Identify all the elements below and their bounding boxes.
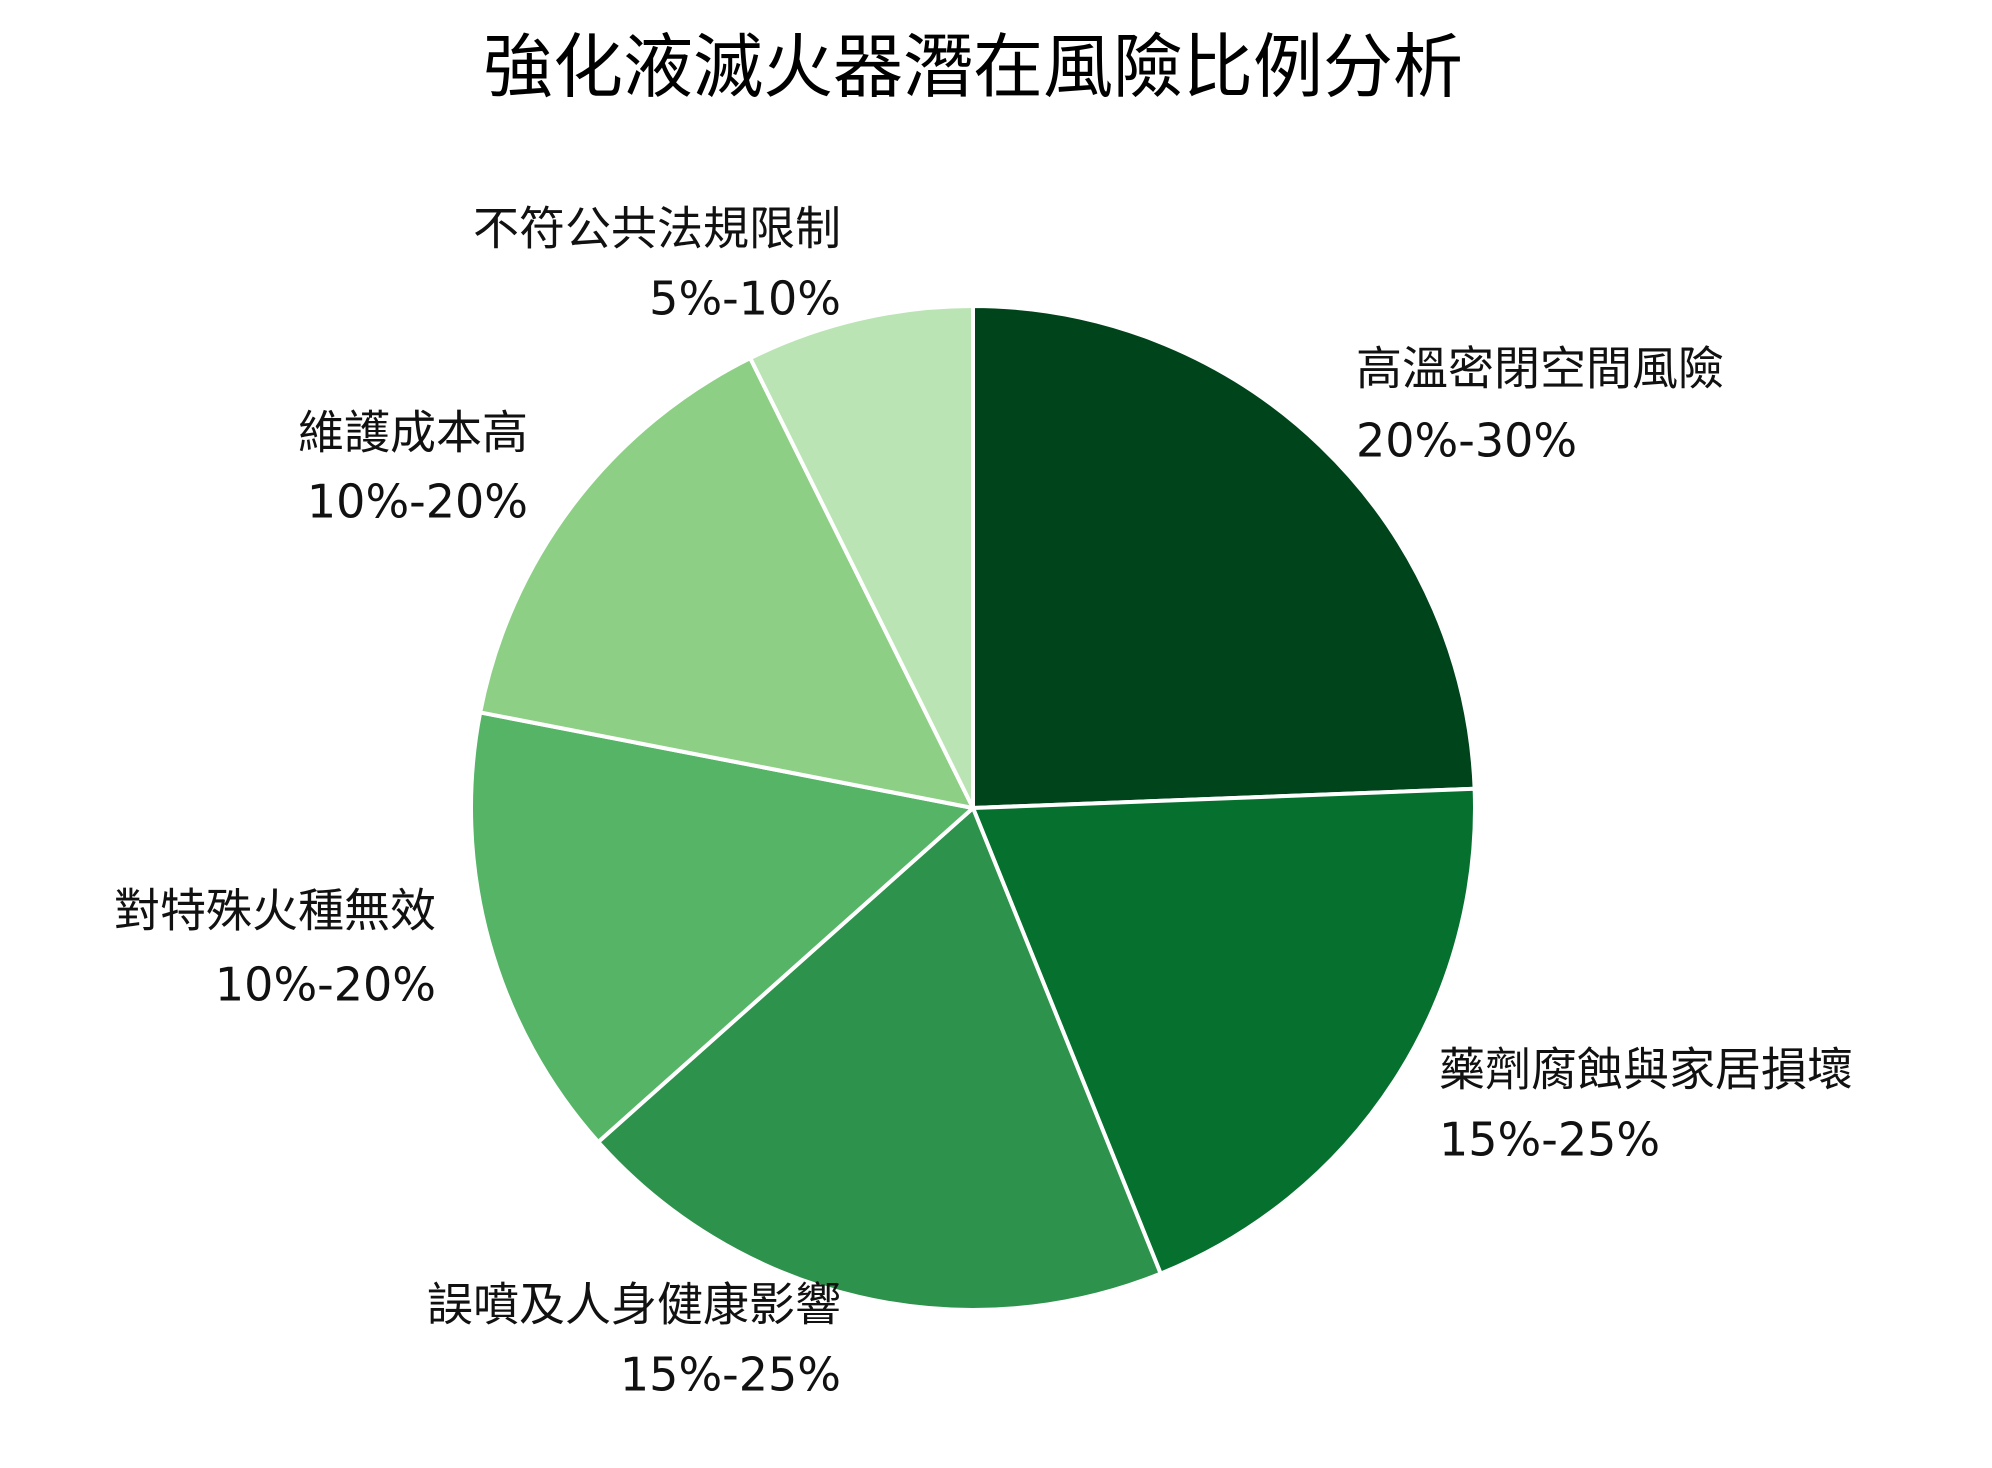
- slice-range-2: 15%-25%: [620, 1348, 841, 1402]
- pie-slice-0: [971, 304, 1477, 810]
- slice-label-3: 對特殊火種無效: [114, 884, 436, 938]
- pie-slices: [469, 304, 1477, 1312]
- slice-range-3: 10%-20%: [215, 958, 436, 1012]
- slice-range-1: 15%-25%: [1439, 1113, 1660, 1167]
- slice-range-5: 5%-10%: [649, 272, 841, 326]
- pie-slice-3: [469, 710, 975, 1144]
- slice-label-1: 藥劑腐蝕與家居損壞: [1439, 1043, 1853, 1097]
- slice-range-4: 10%-20%: [307, 475, 528, 529]
- pie-slice-4: [478, 356, 975, 810]
- slice-label-0: 高溫密閉空間風險: [1356, 342, 1724, 396]
- pie-slice-2: [596, 806, 1163, 1312]
- pie-slice-5: [748, 304, 975, 810]
- chart-title: 強化液滅火器潛在風險比例分析: [483, 26, 1463, 108]
- slice-label-5: 不符公共法規限制: [473, 202, 841, 256]
- slice-range-0: 20%-30%: [1356, 414, 1577, 468]
- slice-label-2: 誤噴及人身健康影響: [427, 1278, 841, 1332]
- pie-slice-1: [971, 786, 1477, 1276]
- slice-label-4: 維護成本高: [298, 406, 528, 460]
